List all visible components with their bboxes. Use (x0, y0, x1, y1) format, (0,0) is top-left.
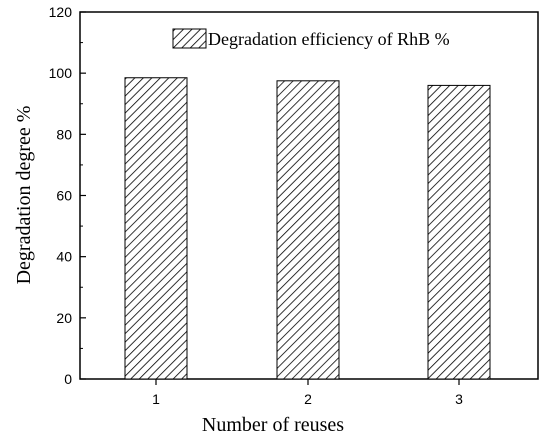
bars-group (124, 77, 491, 380)
y-tick-label: 40 (56, 249, 72, 265)
x-axis-label: Number of reuses (202, 414, 344, 436)
x-tick-label: 2 (304, 391, 312, 407)
y-tick-label: 0 (64, 371, 72, 387)
y-tick-label: 120 (49, 4, 73, 20)
x-tick-label: 1 (152, 391, 160, 407)
x-axis-ticks: 1 2 3 (152, 379, 463, 407)
y-tick-label: 80 (56, 126, 72, 142)
legend-swatch (172, 28, 207, 49)
y-tick-label: 60 (56, 188, 72, 204)
legend-entry-label: Degradation efficiency of RhB % (208, 29, 450, 49)
bar-reuse-3 (427, 84, 491, 380)
legend: Degradation efficiency of RhB % (172, 28, 450, 49)
x-tick-label: 3 (455, 391, 463, 407)
bar-reuse-2 (276, 80, 340, 380)
y-tick-label: 20 (56, 310, 72, 326)
y-axis-ticks: 0 20 40 60 80 100 120 (49, 4, 86, 387)
y-tick-label: 100 (49, 65, 73, 81)
y-axis-label: Degradation degree % (13, 106, 35, 285)
bar-reuse-1 (124, 77, 188, 380)
